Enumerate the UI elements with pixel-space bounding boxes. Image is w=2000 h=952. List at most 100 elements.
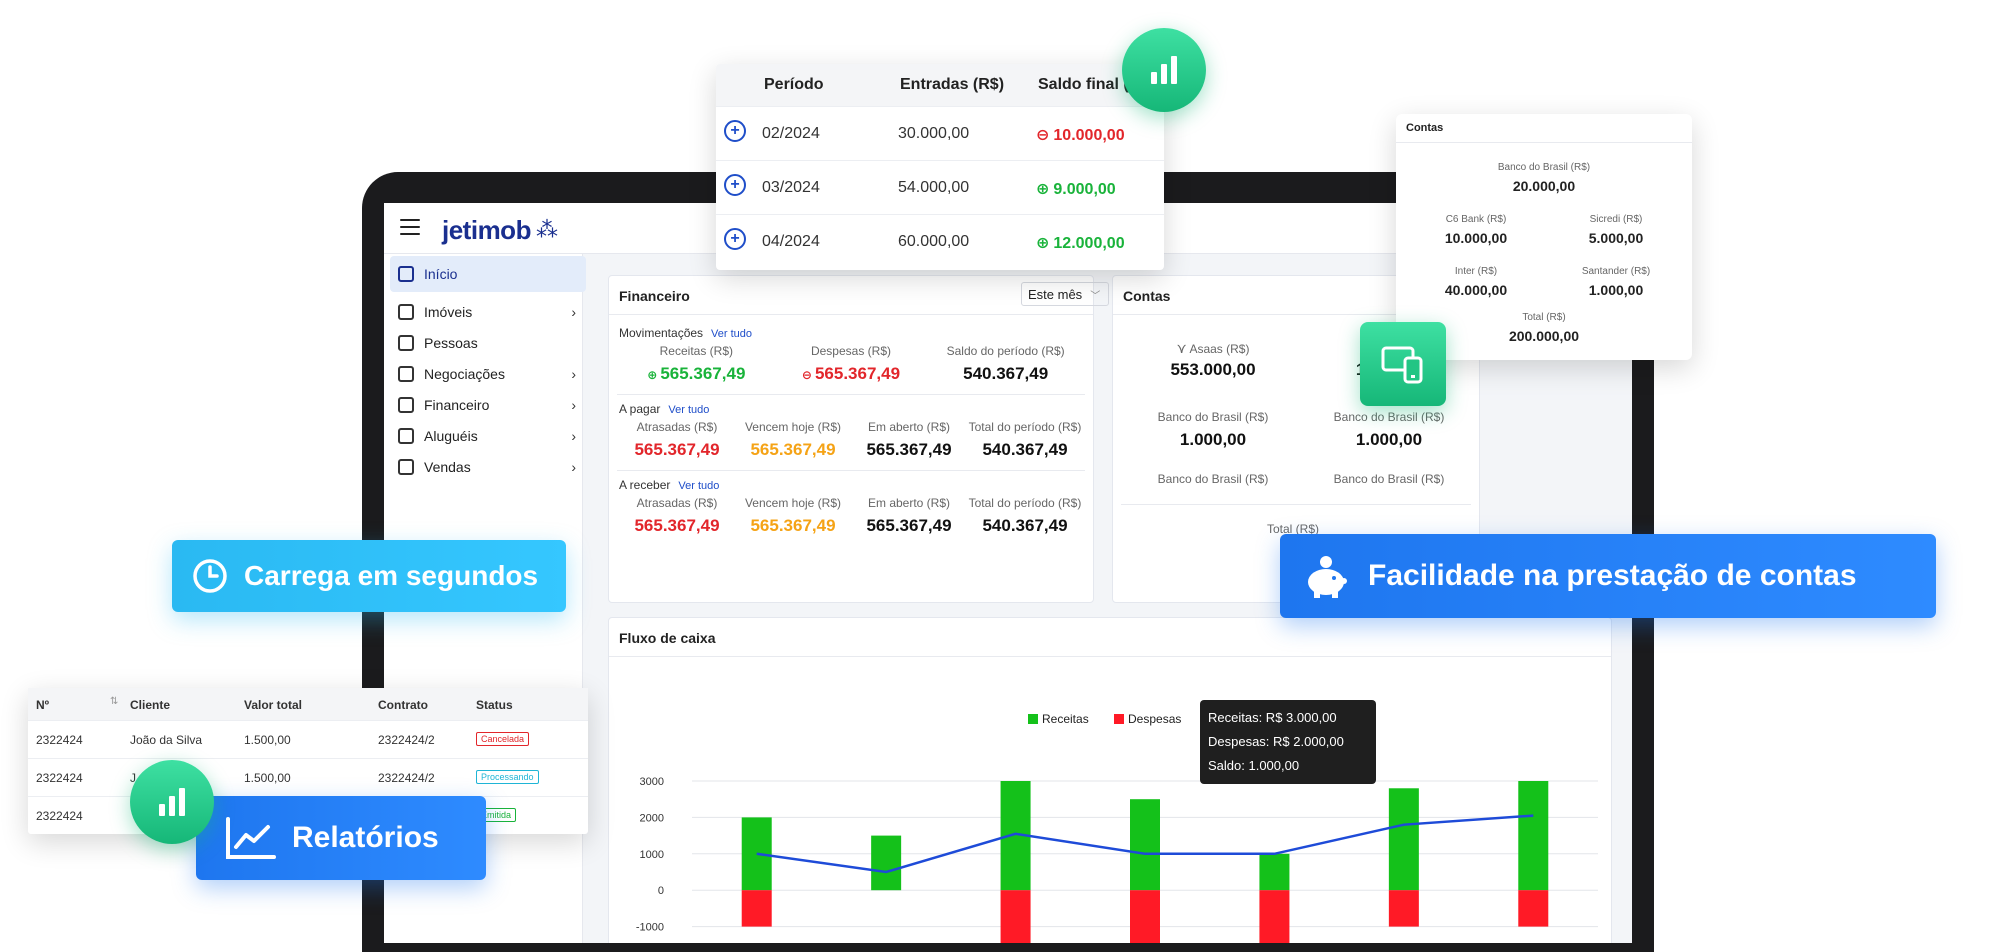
sort-icon[interactable]: ⇅ — [110, 696, 119, 707]
entradas-cell: 30.000,00 — [898, 125, 970, 142]
metric-label: Total do período (R$) — [968, 420, 1082, 434]
metric-number: 565.367,49 — [750, 516, 836, 535]
table-row[interactable]: 2322424 João da Silva 1.500,00 2322424/2 Can… — [28, 720, 588, 759]
ver-tudo-link[interactable]: Ver tudo — [711, 328, 753, 340]
sidebar-item-label: Negociações — [424, 366, 505, 382]
header-periodo: Período — [764, 76, 824, 93]
section-divider — [617, 470, 1085, 471]
line-chart-icon — [226, 817, 276, 859]
saldo-cell: ⊖ 10.000,00 — [1036, 125, 1125, 145]
chevron-right-icon: › — [571, 366, 576, 382]
bar-receitas[interactable] — [1259, 853, 1290, 891]
piggy-bank-icon — [1308, 556, 1347, 598]
period-select[interactable]: Este mês ﹀ — [1021, 282, 1109, 306]
bar-receitas[interactable] — [1388, 788, 1419, 891]
sidebar-item-label: Financeiro — [424, 397, 490, 413]
contas-popup-label: C6 Bank (R$) — [1445, 214, 1507, 225]
sidebar-item-label: Aluguéis — [424, 428, 478, 444]
sidebar-item-label: Imóveis — [424, 304, 473, 320]
periodo-row[interactable]: +03/2024 54.000,00 ⊕ 9.000,00 — [716, 160, 1164, 215]
expand-plus-icon[interactable]: + — [724, 174, 746, 196]
badge-facilidade-text: Facilidade na prestação de contas — [1368, 559, 1857, 592]
sidebar-item-2[interactable]: Pessoas — [390, 325, 586, 361]
contas-popup-label: Santander (R$) — [1581, 266, 1651, 277]
metric-label: Saldo do período (R$) — [946, 344, 1065, 358]
legend-label: Despesas — [1128, 712, 1181, 726]
sidebar-item-label: Início — [424, 266, 458, 282]
tooltip-despesas: Despesas: R$ 2.000,00 — [1208, 734, 1344, 749]
header-saldo-final: Saldo final ( — [1038, 76, 1129, 93]
sidebar-item-icon — [398, 397, 414, 413]
metric-label: Total do período (R$) — [968, 496, 1082, 510]
contas-card-value-3: 1.000,00 — [1355, 430, 1423, 449]
ver-tudo-link[interactable]: Ver tudo — [678, 480, 720, 492]
sidebar-item-4[interactable]: Financeiro › — [390, 387, 586, 423]
bar-receitas[interactable] — [871, 835, 902, 891]
periodo-row[interactable]: +02/2024 30.000,00 ⊖ 10.000,00 — [716, 106, 1164, 161]
metric-value: 565.367,49 — [851, 516, 967, 536]
periodo-row[interactable]: +04/2024 60.000,00 ⊕ 12.000,00 — [716, 214, 1164, 269]
metric-value: 565.367,49 — [735, 440, 851, 460]
bar-despesas[interactable] — [1518, 890, 1549, 927]
expand-plus-icon[interactable]: + — [724, 228, 746, 250]
table-cell-contrato: 2322424/2 — [378, 733, 435, 747]
metric-value: 565.367,49 — [619, 440, 735, 460]
contas-popup-total-label: Total (R$) — [1522, 312, 1566, 323]
expand-plus-icon[interactable]: + — [724, 120, 746, 142]
contas-popup-label: Sicredi (R$) — [1589, 214, 1643, 225]
cash-flow-chart: 3000200010000-1000-2000ReceitasDespesasS… — [636, 712, 1598, 943]
sidebar-item-1[interactable]: Imóveis › — [390, 294, 586, 330]
contas-popup-label: Inter (R$) — [1454, 266, 1498, 277]
metric-number: 565.367,49 — [660, 364, 746, 383]
card-divider — [1396, 142, 1692, 143]
sidebar-item-icon — [398, 428, 414, 444]
logo-sparkle-icon: ⁂ — [536, 217, 558, 242]
entradas-cell: 60.000,00 — [898, 233, 970, 250]
sidebar-item-5[interactable]: Aluguéis › — [390, 418, 586, 454]
bar-despesas[interactable] — [1388, 890, 1419, 927]
periodo-cell: 02/2024 — [762, 125, 820, 142]
bar-despesas[interactable] — [1259, 890, 1290, 943]
y-tick-label: 0 — [658, 885, 664, 897]
bar-despesas[interactable] — [1130, 890, 1160, 943]
sidebar-item-icon — [398, 459, 414, 475]
sidebar-item-3[interactable]: Negociações › — [390, 356, 586, 392]
clientes-header-cell: Valor total — [244, 698, 303, 712]
legend-label: Receitas — [1042, 712, 1089, 726]
fluxo-title: Fluxo de caixa — [619, 630, 716, 646]
tooltip-receitas: Receitas: R$ 3.000,00 — [1208, 710, 1337, 725]
saldo-value: 12.000,00 — [1053, 235, 1125, 252]
bar-despesas[interactable] — [741, 890, 772, 927]
legend-swatch — [1028, 714, 1038, 724]
clientes-header-cell: Cliente — [130, 698, 171, 712]
saldo-cell: ⊕ 12.000,00 — [1036, 233, 1125, 253]
table-row[interactable]: 2322424 J 1.500,00 2322424/2 Processando — [28, 758, 588, 797]
ver-tudo-link[interactable]: Ver tudo — [668, 404, 710, 416]
metric-value: 540.367,49 — [967, 440, 1083, 460]
clientes-header-cell: Contrato — [378, 698, 428, 712]
status-badge: Cancelada — [476, 732, 530, 746]
sidebar-item-icon — [398, 335, 414, 351]
devices-icon — [1360, 322, 1446, 406]
chevron-right-icon: › — [571, 397, 576, 413]
metric-value: 540.367,49 — [928, 364, 1083, 384]
bar-receitas[interactable] — [1130, 799, 1160, 891]
table-cell-n: 2322424 — [36, 809, 83, 823]
sidebar-item-6[interactable]: Vendas › — [390, 449, 586, 485]
sidebar-item-0[interactable]: Início — [390, 256, 586, 292]
sidebar-item-icon — [398, 266, 414, 282]
chevron-right-icon: › — [571, 459, 576, 475]
status-badge: Processando — [476, 770, 539, 784]
legend-swatch — [1114, 714, 1124, 724]
hamburger-menu-icon[interactable] — [400, 219, 420, 235]
metric-label: Atrasadas (R$) — [636, 420, 718, 434]
saldo-cell: ⊕ 9.000,00 — [1036, 179, 1116, 199]
contas-card-label-4: Banco do Brasil (R$) — [1157, 472, 1269, 486]
section-title: Movimentações — [619, 326, 704, 340]
bar-despesas[interactable] — [1000, 890, 1031, 943]
bar-receitas[interactable] — [1518, 781, 1549, 891]
metric-value: 540.367,49 — [967, 516, 1083, 536]
card-divider — [609, 656, 1611, 657]
fluxo-card: Fluxo de caixa — [608, 617, 1612, 943]
contas-card-title: Contas — [1123, 288, 1171, 304]
